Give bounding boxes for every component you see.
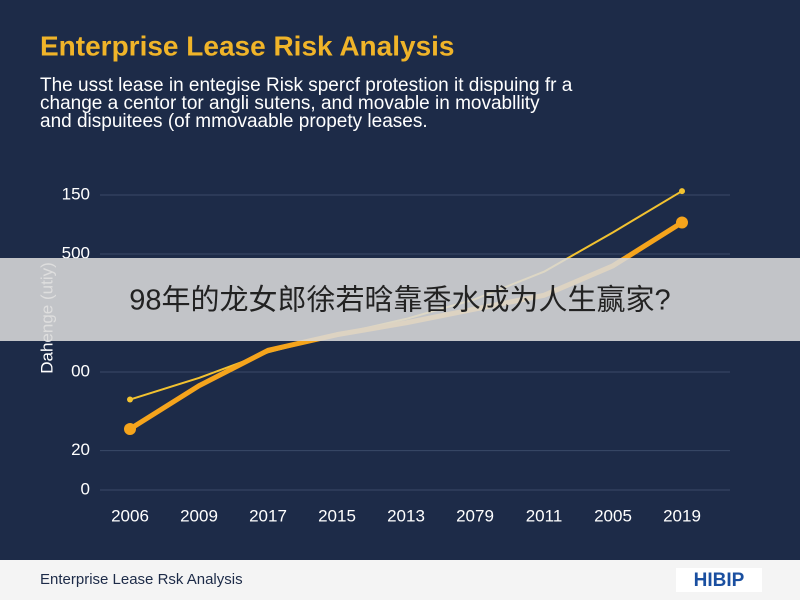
x-tick-label: 2006 xyxy=(111,506,149,525)
x-tick-label: 2013 xyxy=(387,506,425,525)
logo: HIBIP xyxy=(694,570,745,591)
end-marker xyxy=(679,188,685,195)
subtitle: change a centor tor angli sutens, and mo… xyxy=(40,93,540,114)
banner xyxy=(0,258,800,341)
end-marker xyxy=(124,423,136,436)
chart-title: Enterprise Lease Risk Analysis xyxy=(40,30,455,61)
footer-text: Enterprise Lease Rsk Analysis xyxy=(40,571,243,588)
logo-box xyxy=(676,568,762,592)
y-tick-label: 00 xyxy=(71,361,90,380)
y-tick-label: 0 xyxy=(81,479,90,498)
x-tick-label: 2011 xyxy=(526,506,563,525)
x-tick-label: 2019 xyxy=(663,506,701,525)
banner-text: 98年的龙女郎徐若晗靠香水成为人生赢家? xyxy=(129,284,670,317)
plot: 0 20 00 500 150 2006 2009 2017 2015 2013 2079 2011 2… xyxy=(62,184,730,525)
end-marker xyxy=(676,216,688,229)
y-tick-label: 150 xyxy=(62,184,90,203)
x-tick-label: 2015 xyxy=(318,506,356,525)
x-tick-label: 2079 xyxy=(456,506,494,525)
footer xyxy=(0,560,800,600)
subtitle: The usst lease in entegise Risk spercf p… xyxy=(40,75,573,96)
subtitle: and dispuitees (of mmovaable propety lea… xyxy=(40,111,428,132)
y-tick-label: 500 xyxy=(62,243,90,262)
x-tick-label: 2005 xyxy=(594,506,632,525)
x-tick-label: 2017 xyxy=(249,506,287,525)
end-marker xyxy=(127,396,133,403)
y-tick-label: 20 xyxy=(71,440,90,459)
x-tick-label: 2009 xyxy=(180,506,218,525)
